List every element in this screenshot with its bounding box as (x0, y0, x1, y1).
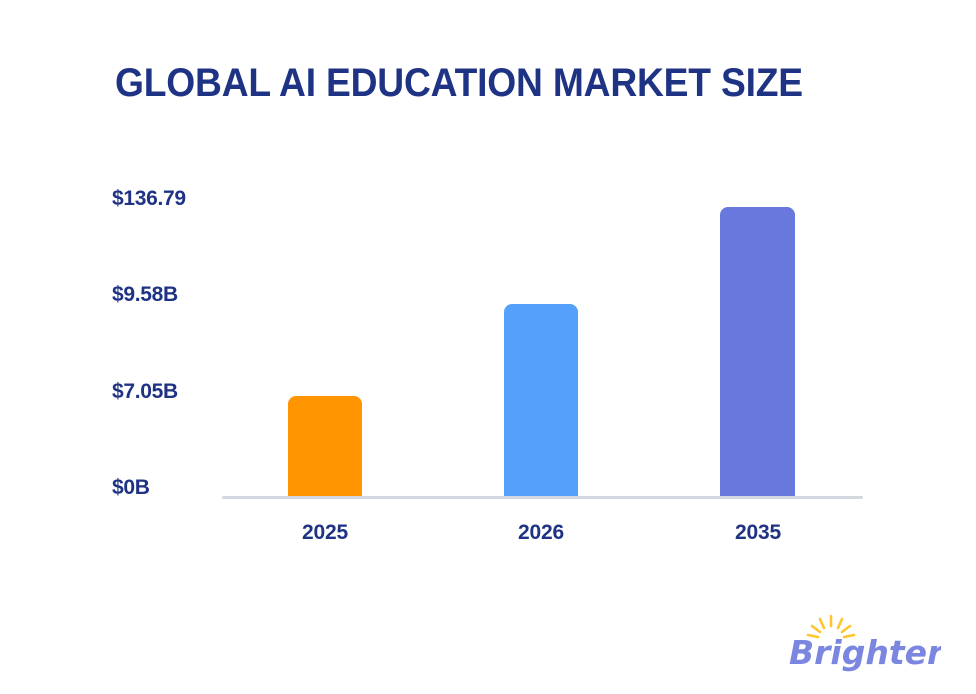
brighterly-logo: Brighterly (789, 614, 941, 678)
bar-2026 (504, 304, 578, 497)
chart-plot-area: $136.79 $9.58B $7.05B $0B 2025 2026 2035 (0, 0, 976, 560)
y-axis-tick-label: $9.58B (112, 283, 178, 306)
x-axis: 2025 2026 2035 (0, 518, 976, 552)
bar-series (288, 207, 795, 497)
y-axis: $136.79 $9.58B $7.05B $0B (0, 0, 200, 560)
x-axis-tick-label-2026: 2026 (518, 521, 564, 544)
y-axis-tick-label: $136.79 (112, 187, 186, 210)
x-axis-tick-label-2025: 2025 (302, 521, 348, 544)
page-title: GLOBAL AI EDUCATION MARKET SIZE (115, 61, 803, 105)
bar-2035 (720, 207, 795, 497)
sunburst-icon (806, 614, 856, 639)
bar-2025 (288, 396, 362, 497)
x-axis-baseline (222, 496, 863, 499)
y-axis-tick-label: $7.05B (112, 380, 178, 403)
y-axis-tick-label: $0B (112, 476, 150, 499)
logo-wordmark: Brighterly (789, 633, 941, 672)
x-axis-tick-label-2035: 2035 (735, 521, 781, 544)
